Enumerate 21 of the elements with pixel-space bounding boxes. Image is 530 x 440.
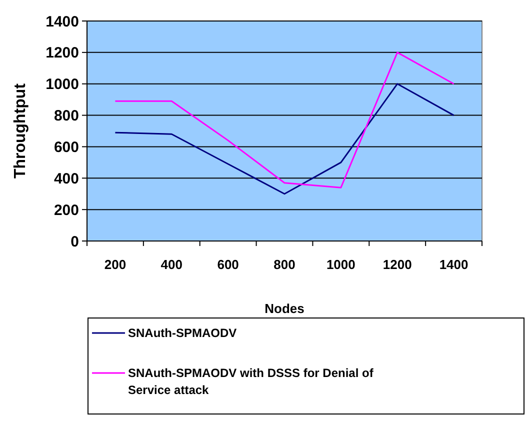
x-tick-label: 800	[274, 257, 296, 272]
legend-label: SNAuth-SPMAODV with DSSS for Denial of Service attack	[128, 366, 374, 397]
legend-label: SNAuth-SPMAODV	[128, 326, 237, 340]
y-tick-label: 1200	[46, 44, 79, 62]
y-tick-label: 1000	[46, 76, 79, 94]
line-series	[114, 83, 455, 195]
x-tick-label: 200	[104, 257, 126, 272]
y-tick-label: 400	[54, 170, 79, 188]
x-tick-label: 400	[160, 257, 182, 272]
y-tick-label: 200	[54, 202, 79, 219]
line-series	[114, 52, 455, 188]
x-tick-label: 1000	[326, 257, 356, 272]
y-tick-label: 0	[70, 233, 79, 250]
y-axis-title: Throughtput	[12, 82, 29, 179]
y-tick-label: 1400	[46, 13, 79, 30]
x-tick-label: 1200	[382, 257, 412, 272]
x-tick-label: 1400	[439, 257, 468, 272]
x-axis-title: Nodes	[264, 301, 304, 316]
y-tick-label: 800	[54, 108, 79, 125]
y-tick-label: 600	[54, 138, 79, 156]
x-tick-label: 600	[217, 257, 239, 272]
